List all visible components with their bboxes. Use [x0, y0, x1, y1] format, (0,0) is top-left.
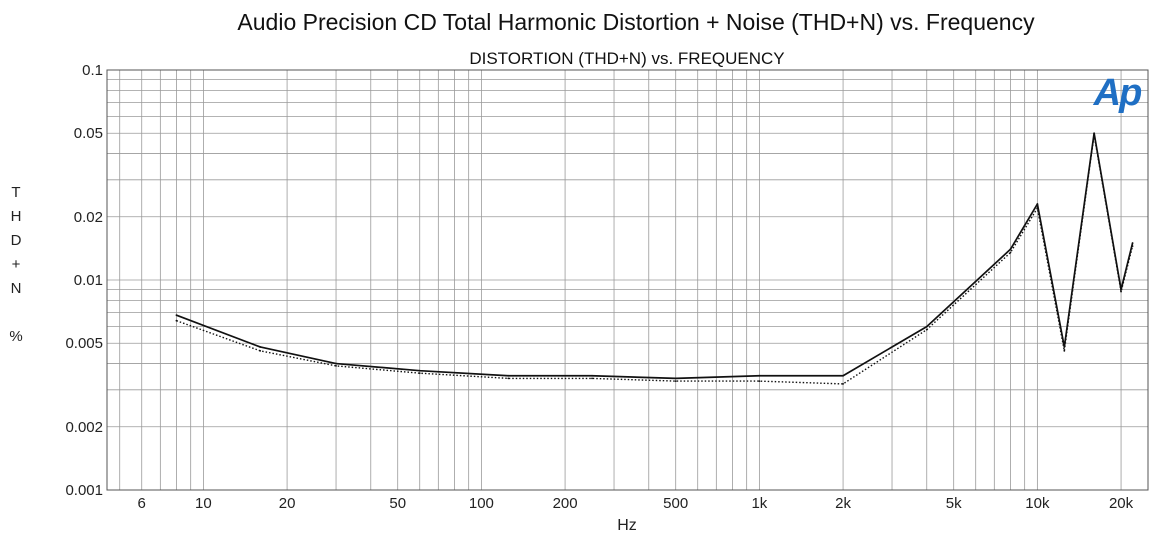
data-point-solid — [842, 374, 844, 377]
grid-layer — [107, 69, 1148, 491]
plot-frame — [106, 69, 1149, 491]
y-tick-label: 0.01 — [74, 272, 103, 289]
x-tick-label: 2k — [835, 495, 851, 512]
y-axis-label-letter: + — [12, 256, 21, 273]
data-point-dotted — [1131, 245, 1134, 248]
data-point-solid — [418, 369, 421, 372]
series-layer — [175, 132, 1134, 385]
y-axis-label-letter: H — [11, 208, 22, 225]
y-tick-label: 0.001 — [65, 482, 103, 499]
data-point-dotted — [335, 364, 337, 367]
y-axis-label-letter: % — [9, 328, 22, 345]
y-axis-label-letter: D — [11, 232, 22, 249]
x-tick-label: 10 — [195, 495, 212, 512]
x-tick-label: 200 — [553, 495, 578, 512]
data-point-dotted — [842, 383, 844, 385]
x-tick-label: 5k — [946, 495, 962, 512]
chart-title: Audio Precision CD Total Harmonic Distor… — [237, 9, 1035, 35]
data-point-solid — [925, 325, 928, 328]
data-point-dotted — [674, 380, 677, 383]
x-tick-label: 20 — [279, 495, 296, 512]
series-line-dotted — [176, 134, 1134, 385]
x-tick-label: 6 — [138, 495, 146, 512]
data-point-solid — [259, 346, 262, 348]
data-point-dotted — [1093, 134, 1096, 136]
ap-logo: Ap — [1093, 72, 1141, 114]
data-point-solid — [335, 362, 337, 365]
y-tick-label: 0.02 — [74, 209, 103, 226]
data-point-dotted — [259, 349, 262, 352]
data-point-dotted — [175, 319, 178, 322]
x-tick-label: 1k — [751, 495, 767, 512]
data-point-solid — [507, 374, 510, 377]
x-tick-label: 100 — [469, 495, 494, 512]
y-tick-label: 0.05 — [74, 125, 103, 142]
data-point-dotted — [758, 380, 761, 383]
data-point-dotted — [925, 328, 928, 331]
data-point-solid — [1093, 132, 1096, 135]
data-point-solid — [175, 314, 178, 317]
data-point-dotted — [418, 372, 421, 375]
data-point-dotted — [507, 377, 510, 380]
y-tick-label: 0.002 — [65, 419, 103, 436]
data-point-dotted — [1120, 290, 1122, 293]
y-axis-label-letter: N — [11, 280, 22, 297]
x-tick-label: 500 — [663, 495, 688, 512]
data-point-dotted — [1063, 349, 1066, 352]
data-point-solid — [674, 377, 677, 380]
series-line-solid — [176, 132, 1134, 380]
y-tick-label: 0.1 — [82, 62, 103, 79]
y-tick-label: 0.005 — [65, 335, 103, 352]
chart-subtitle: DISTORTION (THD+N) vs. FREQUENCY — [469, 49, 784, 68]
x-tick-label: 10k — [1025, 495, 1050, 512]
y-axis-label-letter: T — [11, 184, 20, 201]
data-point-dotted — [1009, 251, 1012, 254]
data-point-dotted — [1036, 207, 1039, 209]
data-point-solid — [1009, 248, 1012, 251]
x-tick-label: 20k — [1109, 495, 1134, 512]
x-axis-label: Hz — [617, 517, 637, 534]
x-tick-labels: 6 10 20 50 100 200 500 1k 2k 5k 10k 20k — [138, 495, 1134, 512]
data-point-solid — [1131, 242, 1134, 244]
y-axis-label: THD + N% — [9, 184, 22, 345]
x-tick-label: 50 — [389, 495, 406, 512]
data-point-solid — [1036, 203, 1039, 205]
y-tick-labels: 0.1 0.05 0.02 0.01 0.005 0.002 0.001 — [65, 62, 103, 499]
data-point-solid — [758, 374, 761, 377]
data-point-solid — [591, 374, 593, 377]
data-point-dotted — [591, 377, 593, 380]
